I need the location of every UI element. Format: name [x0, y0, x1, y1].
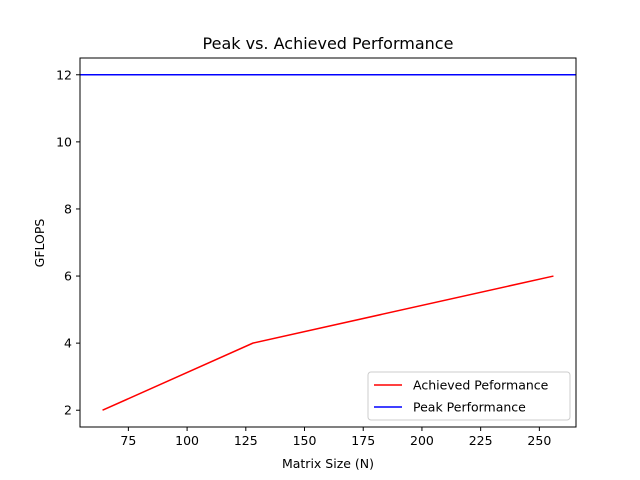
- y-axis: 2 4 6 8 10 12: [56, 67, 80, 418]
- legend-label-1: Peak Performance: [413, 400, 526, 415]
- y-tick-label: 10: [56, 134, 72, 149]
- legend: Achieved Peformance Peak Performance: [367, 371, 571, 421]
- series-line-0: [102, 275, 554, 411]
- x-tick-label: 250: [527, 433, 551, 448]
- series-layer: [80, 74, 576, 411]
- x-axis: 75 100 125 150 175 200 225 250: [120, 427, 551, 448]
- x-tick-label: 200: [410, 433, 434, 448]
- y-tick-label: 12: [56, 67, 72, 82]
- x-tick-label: 150: [293, 433, 317, 448]
- x-tick-label: 125: [234, 433, 258, 448]
- y-tick-label: 8: [64, 201, 72, 216]
- x-tick-label: 175: [351, 433, 375, 448]
- axes-frame: [79, 57, 577, 428]
- legend-box: [367, 371, 571, 421]
- plot-area: [79, 57, 577, 428]
- x-tick-label: 75: [120, 433, 136, 448]
- y-tick-label: 2: [64, 403, 72, 418]
- x-axis-label: Matrix Size (N): [282, 456, 374, 471]
- y-axis-label: GFLOPS: [32, 219, 47, 268]
- y-tick-label: 6: [64, 269, 72, 284]
- chart-title: Peak vs. Achieved Performance: [203, 34, 454, 53]
- axes-background: [80, 58, 576, 427]
- x-tick-label: 225: [469, 433, 493, 448]
- x-tick-label: 100: [175, 433, 199, 448]
- y-tick-label: 4: [64, 336, 72, 351]
- legend-label-0: Achieved Peformance: [413, 378, 549, 393]
